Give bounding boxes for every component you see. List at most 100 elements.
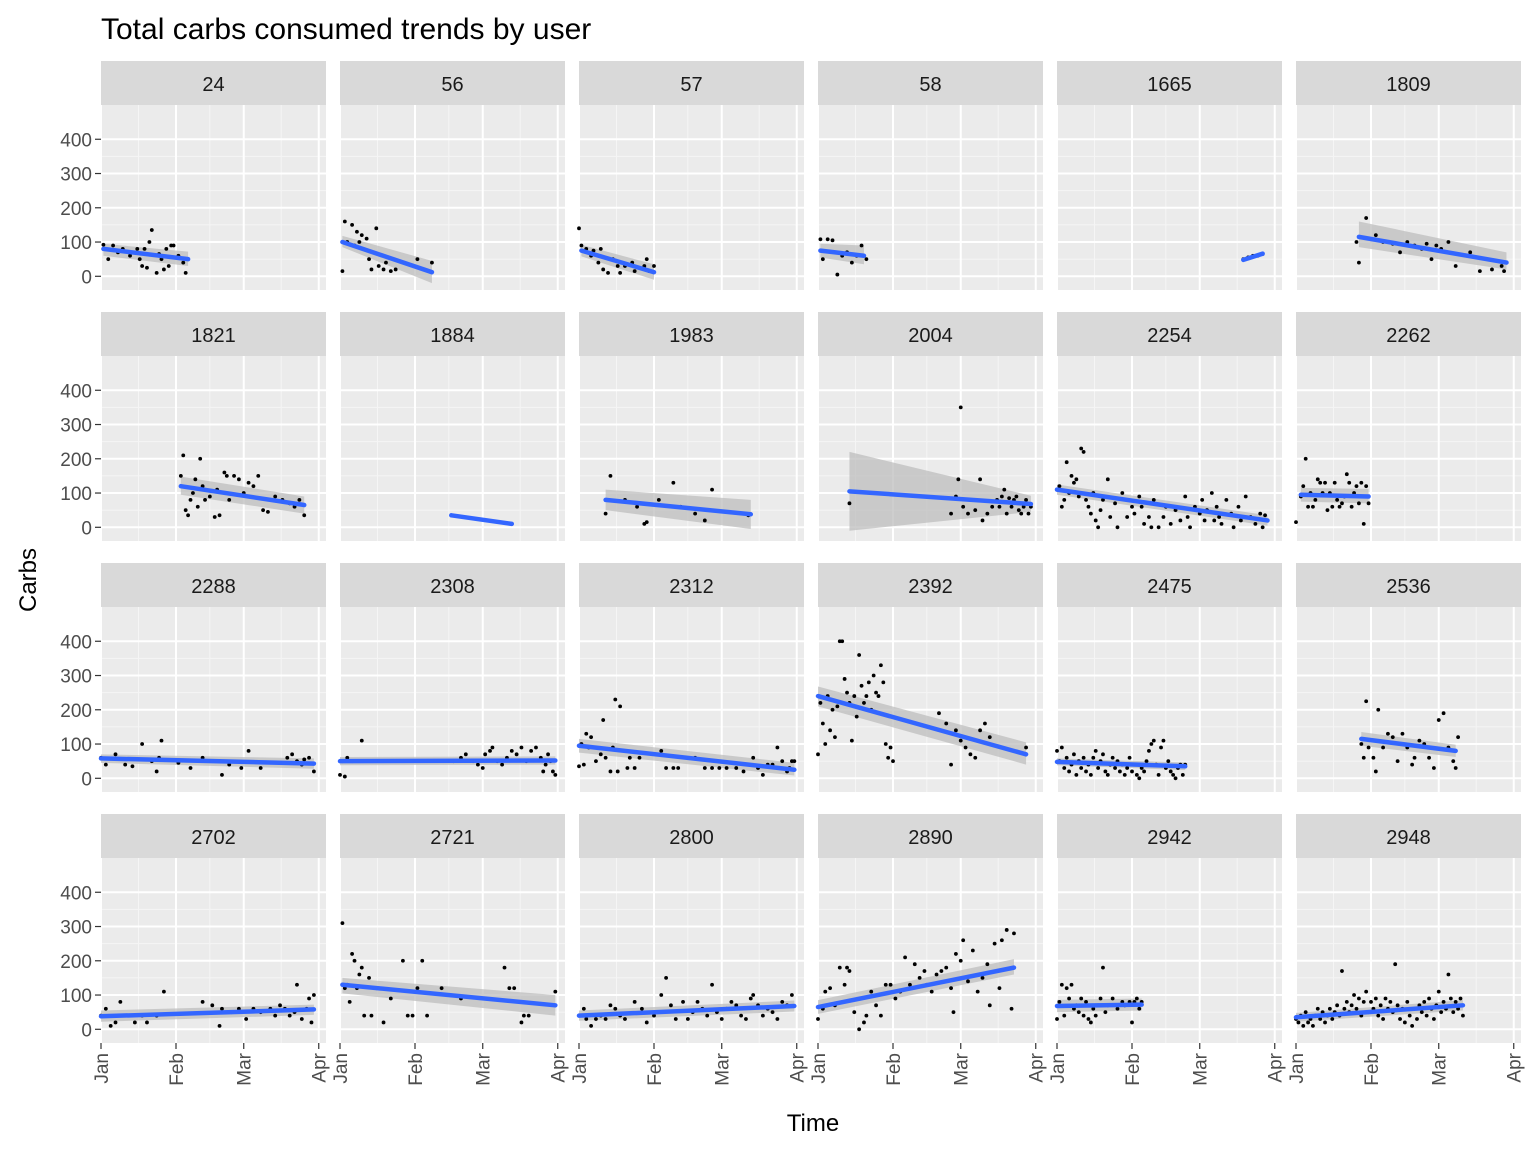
data-point: [1453, 766, 1458, 770]
data-point: [1127, 755, 1132, 760]
facet-strip: [101, 61, 326, 105]
trend-line: [815, 965, 1017, 1010]
data-point: [415, 257, 420, 262]
data-point: [519, 745, 524, 750]
data-point: [1098, 996, 1103, 1001]
y-tick-label: 400: [60, 381, 92, 402]
data-point: [207, 494, 212, 499]
data-point: [1168, 521, 1173, 526]
data-point: [987, 1003, 992, 1008]
data-point: [1364, 484, 1369, 489]
data-point: [1330, 504, 1335, 509]
data-point: [748, 996, 753, 1001]
data-point: [893, 996, 898, 1001]
data-point: [367, 257, 371, 262]
data-point: [589, 1023, 593, 1028]
x-tick-label: Jan: [1048, 1053, 1069, 1084]
facet-2702: 2702 0 100 200 300 400 Jan Feb Mar Apr: [60, 814, 331, 1086]
data-point: [307, 996, 311, 1001]
data-point: [973, 755, 978, 760]
data-point: [1067, 769, 1071, 774]
data-point: [939, 969, 944, 973]
data-point: [879, 663, 883, 668]
data-point: [278, 1003, 282, 1008]
data-point: [710, 766, 714, 770]
data-point: [1178, 518, 1183, 523]
facet-label: 2721: [430, 827, 475, 849]
x-tick-label: Feb: [1362, 1053, 1383, 1086]
data-point: [594, 759, 598, 764]
facet-label: 57: [680, 74, 702, 96]
data-point: [357, 972, 362, 977]
facet-label: 2948: [1386, 827, 1431, 849]
trend-line: [1054, 487, 1270, 523]
data-point: [869, 989, 874, 994]
y-tick-label: 0: [81, 769, 92, 790]
data-point: [1115, 1006, 1120, 1011]
data-point: [1130, 769, 1134, 774]
data-point: [775, 1017, 780, 1021]
data-point: [1219, 521, 1224, 526]
data-point: [1137, 494, 1142, 499]
data-point: [659, 993, 664, 997]
data-point: [603, 755, 608, 760]
data-point: [669, 1003, 673, 1008]
data-point: [1347, 480, 1352, 485]
data-point: [1161, 515, 1166, 519]
data-point: [193, 477, 198, 482]
data-point: [608, 474, 613, 478]
data-point: [1402, 1020, 1407, 1025]
trend-line: [340, 239, 435, 275]
data-point: [1369, 999, 1373, 1004]
data-point: [671, 480, 676, 485]
data-point: [261, 508, 265, 513]
data-point: [1086, 504, 1091, 509]
data-point: [101, 242, 106, 247]
facet-1809: 1809: [1295, 61, 1521, 290]
trend-line: [337, 758, 558, 764]
data-point: [1024, 497, 1028, 502]
data-point: [178, 474, 183, 478]
data-point: [1144, 759, 1149, 764]
data-point: [958, 405, 963, 410]
data-point: [644, 1020, 649, 1025]
data-point: [1373, 769, 1378, 774]
data-point: [1059, 745, 1064, 750]
data-point: [1415, 1017, 1419, 1021]
data-point: [258, 766, 263, 770]
data-point: [534, 745, 538, 750]
data-point: [1490, 267, 1494, 272]
plot-panel: [1057, 858, 1282, 1043]
plot-panel: [101, 356, 326, 541]
data-point: [1303, 456, 1308, 461]
data-point: [1325, 508, 1330, 513]
data-point: [1238, 518, 1243, 523]
data-point: [1173, 776, 1178, 781]
data-point: [944, 721, 949, 726]
data-point: [710, 487, 714, 492]
data-point: [864, 1013, 869, 1018]
data-point: [1101, 497, 1105, 502]
data-point: [512, 986, 517, 991]
data-point: [1349, 504, 1354, 509]
data-point: [1091, 1006, 1096, 1011]
x-axis-title: Time: [787, 1110, 839, 1137]
data-point: [818, 237, 823, 242]
data-point: [145, 1020, 149, 1025]
y-tick-label: 200: [60, 701, 92, 722]
data-point: [1429, 257, 1434, 262]
facet-strip: [101, 563, 326, 607]
data-point: [273, 1013, 278, 1018]
data-point: [1012, 931, 1016, 936]
data-point: [883, 742, 888, 746]
data-point: [627, 755, 632, 760]
y-tick-label: 0: [81, 267, 92, 288]
data-point: [1332, 480, 1337, 485]
data-point: [702, 766, 707, 770]
data-point: [1098, 508, 1103, 513]
data-point: [847, 501, 852, 506]
data-point: [1093, 748, 1098, 753]
data-point: [1009, 504, 1014, 509]
x-tick-label: Jan: [1287, 1053, 1308, 1084]
